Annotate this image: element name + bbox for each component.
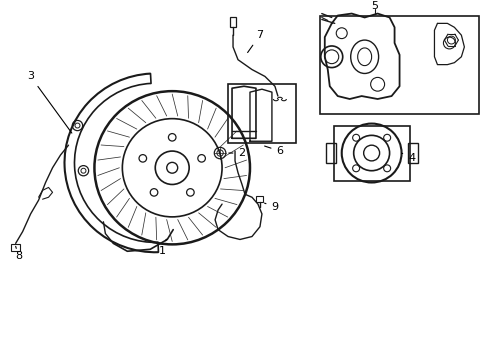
Text: 3: 3 <box>27 71 72 133</box>
Text: 1: 1 <box>159 239 166 256</box>
Text: 5: 5 <box>371 1 378 11</box>
Bar <box>228 84 296 143</box>
Bar <box>320 15 479 114</box>
Bar <box>256 196 263 202</box>
Bar <box>408 143 417 163</box>
Text: 7: 7 <box>247 30 264 53</box>
Bar <box>11 244 20 251</box>
Text: 9: 9 <box>265 202 278 212</box>
Bar <box>230 18 236 27</box>
Text: 2: 2 <box>229 148 245 158</box>
Text: 8: 8 <box>15 246 22 261</box>
Text: 4: 4 <box>401 153 415 163</box>
Text: 6: 6 <box>265 146 283 156</box>
Bar <box>326 143 336 163</box>
Bar <box>334 126 410 180</box>
